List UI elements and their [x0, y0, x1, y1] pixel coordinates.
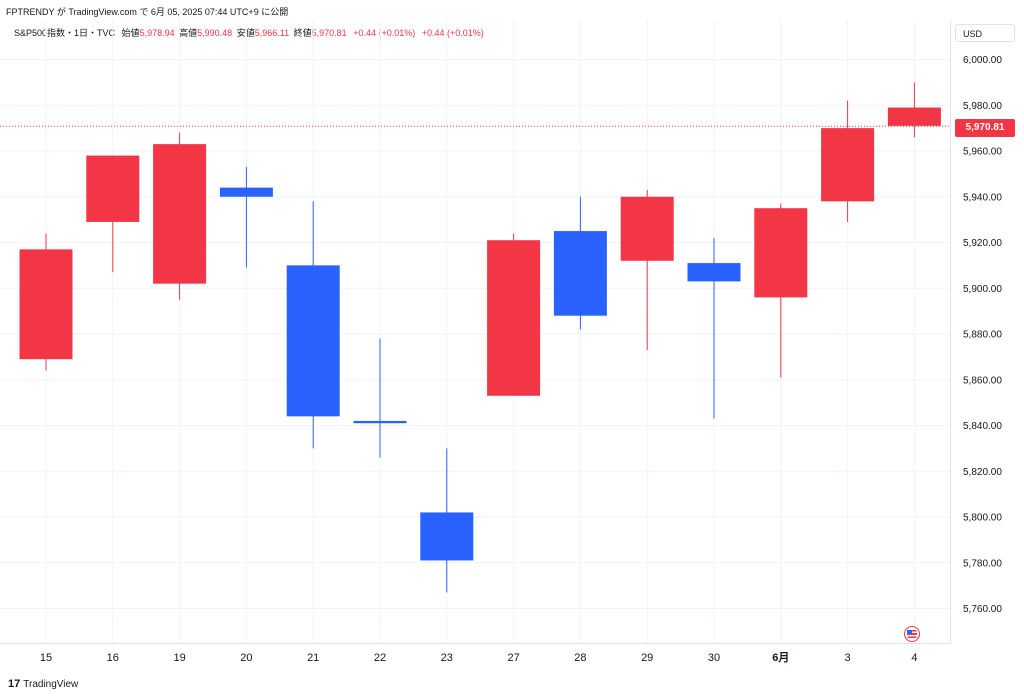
symbol-name[interactable]: S&P500指数・1日・TVC	[14, 28, 116, 38]
y-tick-label: 5,860.00	[963, 375, 1002, 386]
close-label: 終値	[293, 28, 312, 38]
symbol-legend: S&P500指数・1日・TVC 始値5,978.94 高値5,990.48 安値…	[14, 26, 484, 39]
candle-body	[353, 420, 407, 424]
candle-body	[219, 187, 273, 197]
x-tick-label: 22	[374, 652, 386, 664]
change-value-2: +0.44 (+0.01%)	[421, 28, 484, 38]
candle-body	[620, 196, 674, 261]
tradingview-logo-icon: 17	[8, 678, 21, 690]
x-tick-label: 30	[708, 652, 720, 664]
high-value: 5,990.48	[197, 28, 233, 38]
low-value: 5,966.11	[254, 28, 290, 38]
brand-name: TradingView	[23, 678, 79, 690]
y-tick-label: 5,820.00	[963, 467, 1002, 478]
x-tick-label: 19	[173, 652, 185, 664]
us-flag-icon[interactable]	[904, 626, 920, 642]
y-tick-label: 5,760.00	[963, 604, 1002, 615]
candle-body	[420, 512, 474, 561]
x-tick-label: 6月	[772, 651, 789, 664]
candle-body	[487, 240, 541, 396]
currency-selector[interactable]: USD	[955, 24, 1015, 42]
close-value: 5,970.81	[311, 28, 347, 38]
y-tick-label: 5,940.00	[963, 192, 1002, 203]
footer-brand[interactable]: 17 TradingView	[8, 678, 78, 690]
x-tick-label: 29	[641, 652, 653, 664]
x-tick-label: 3	[845, 652, 851, 664]
x-tick-label: 28	[574, 652, 586, 664]
change-value: +0.44 (+0.01%)	[353, 28, 416, 38]
y-tick-label: 5,800.00	[963, 513, 1002, 524]
candle-body	[887, 107, 941, 126]
x-tick-label: 27	[507, 652, 519, 664]
y-tick-label: 5,880.00	[963, 330, 1002, 341]
candle-body	[19, 249, 73, 360]
candle-body	[687, 263, 741, 282]
last-price-label: 5,970.81	[955, 119, 1015, 137]
x-tick-label: 4	[911, 652, 917, 664]
candle-body	[754, 208, 808, 298]
candle-body	[86, 155, 140, 222]
y-tick-label: 5,780.00	[963, 558, 1002, 569]
y-tick-label: 6,000.00	[963, 55, 1002, 66]
x-tick-label: 21	[307, 652, 319, 664]
open-label: 始値	[121, 28, 140, 38]
y-tick-label: 5,900.00	[963, 284, 1002, 295]
low-label: 安値	[236, 28, 255, 38]
y-tick-label: 5,960.00	[963, 147, 1002, 158]
y-tick-label: 5,840.00	[963, 421, 1002, 432]
x-tick-label: 16	[107, 652, 119, 664]
x-tick-label: 20	[240, 652, 252, 664]
candle-body	[153, 144, 207, 284]
x-tick-label: 15	[40, 652, 52, 664]
candle-body	[553, 231, 607, 316]
open-value: 5,978.94	[139, 28, 175, 38]
publish-header: FPTRENDY が TradingView.com で 6月 05, 2025…	[6, 7, 289, 17]
candle-body	[821, 128, 875, 202]
x-tick-label: 23	[441, 652, 453, 664]
high-label: 高値	[179, 28, 198, 38]
candle-body	[286, 265, 340, 417]
y-tick-label: 5,980.00	[963, 101, 1002, 112]
y-tick-label: 5,920.00	[963, 238, 1002, 249]
